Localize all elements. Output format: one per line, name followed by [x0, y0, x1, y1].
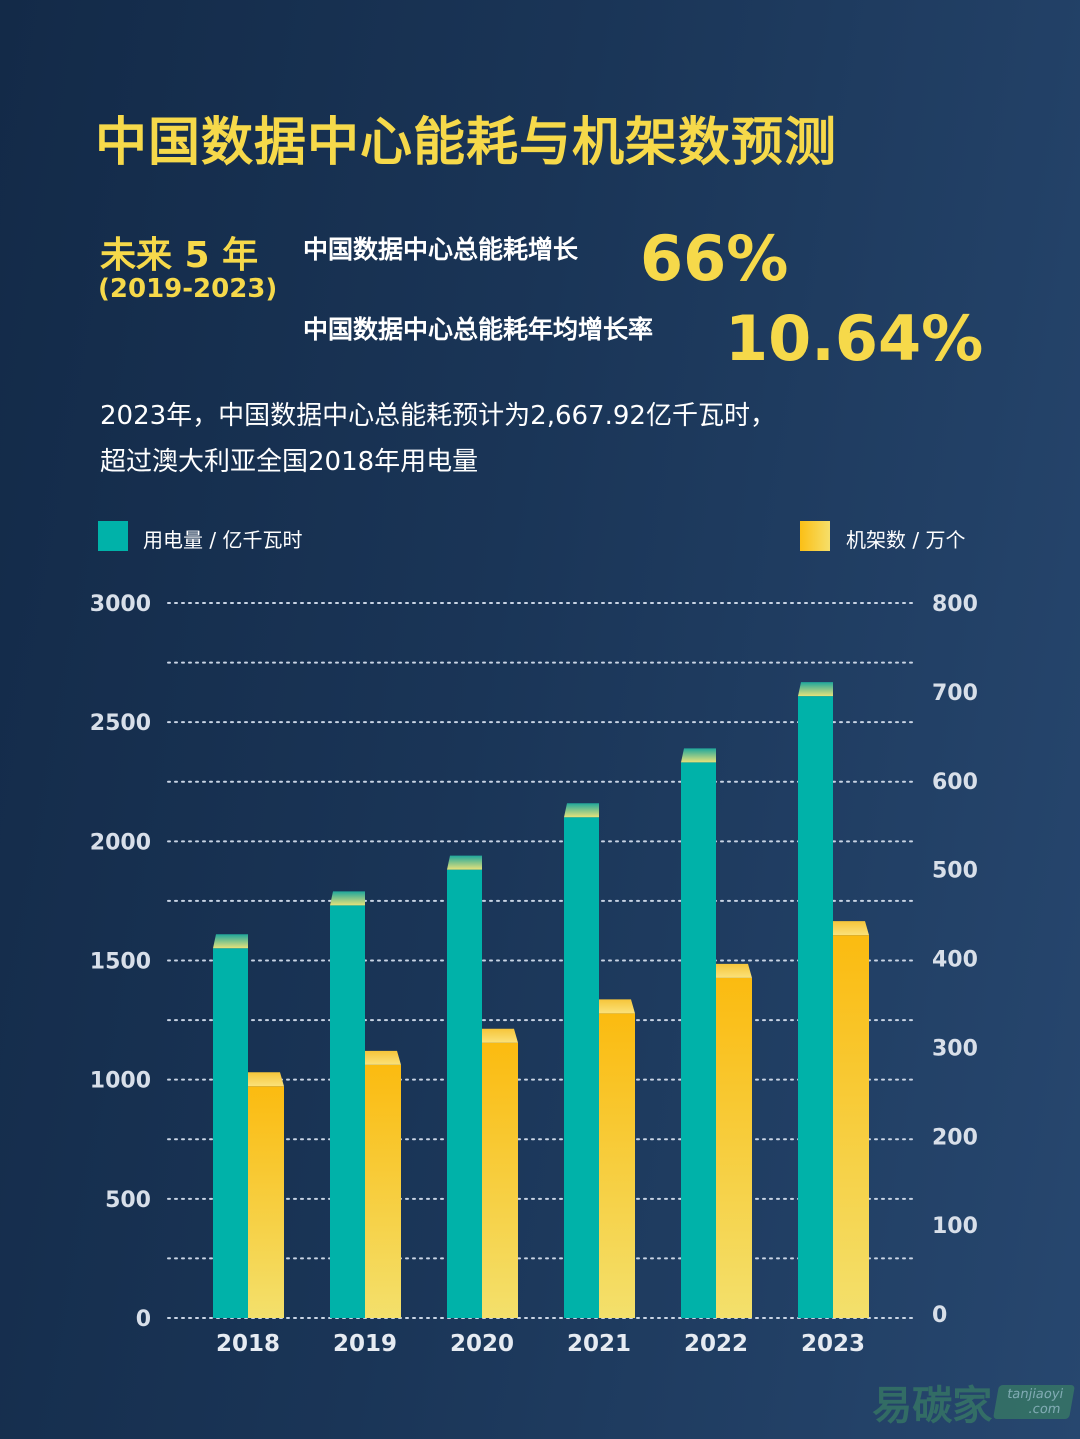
bar-power-cap-2023	[798, 682, 833, 697]
bar-power-cap-2022	[681, 748, 716, 763]
bar-power-cap-2018	[213, 934, 248, 949]
bar-power-2019	[330, 905, 365, 1318]
left-axis-tick: 1500	[90, 950, 151, 975]
legend-swatch-power	[98, 521, 128, 551]
bar-racks-2023	[833, 935, 869, 1318]
chart-title: 中国数据中心能耗与机架数预测	[95, 113, 838, 173]
period-label: 未来 5 年	[100, 235, 259, 276]
bar-racks-2021	[599, 1013, 635, 1318]
stat-growth-value: 66%	[640, 222, 789, 295]
right-axis-tick: 0	[932, 1303, 947, 1328]
bar-racks-cap-2022	[716, 963, 752, 978]
legend-label-racks: 机架数 / 万个	[846, 528, 966, 552]
right-axis-tick: 100	[932, 1214, 978, 1239]
stat-growth-label: 中国数据中心总能耗增长	[303, 235, 579, 264]
bar-racks-2018	[248, 1086, 284, 1318]
left-axis-tick: 0	[136, 1307, 151, 1332]
left-axis-tick: 500	[105, 1188, 151, 1213]
note-line-1: 2023年，中国数据中心总能耗预计为2,667.92亿千瓦时，	[100, 401, 776, 431]
right-axis-tick: 200	[932, 1125, 978, 1150]
x-axis-tick: 2022	[684, 1331, 748, 1357]
bar-racks-cap-2023	[833, 921, 869, 936]
right-axis-tick: 700	[932, 681, 978, 706]
watermark-en-name: tanjiaoyi	[1006, 1387, 1065, 1402]
x-axis-tick: 2020	[450, 1331, 514, 1357]
bar-power-2021	[564, 817, 599, 1318]
period-years: (2019-2023)	[98, 274, 278, 304]
bar-power-2018	[213, 948, 248, 1318]
note-line-2: 超过澳大利亚全国2018年用电量	[100, 447, 479, 477]
x-axis-tick: 2018	[216, 1331, 280, 1357]
watermark-domain: .com	[1027, 1402, 1062, 1417]
bar-racks-2020	[482, 1042, 518, 1318]
left-axis-tick: 2500	[90, 711, 151, 736]
right-axis-tick: 800	[932, 592, 978, 617]
left-axis-tick: 2000	[90, 830, 151, 855]
bar-racks-cap-2019	[365, 1050, 401, 1065]
left-axis-tick: 1000	[90, 1069, 151, 1094]
right-axis-tick: 400	[932, 948, 978, 973]
right-axis-tick: 500	[932, 859, 978, 884]
bar-power-2023	[798, 696, 833, 1318]
stat-annual-rate-label: 中国数据中心总能耗年均增长率	[303, 315, 654, 344]
left-axis-tick: 3000	[90, 592, 151, 617]
bar-power-cap-2021	[564, 803, 599, 818]
watermark-logo: 易碳家 tanjiaoyi .com	[872, 1373, 1075, 1431]
bar-power-cap-2019	[330, 891, 365, 906]
x-axis-tick: 2021	[567, 1331, 631, 1357]
x-axis-tick: 2023	[801, 1331, 865, 1357]
bar-racks-cap-2020	[482, 1028, 518, 1043]
bar-racks-cap-2018	[248, 1072, 284, 1087]
bar-racks-2022	[716, 977, 752, 1318]
right-axis-tick: 300	[932, 1036, 978, 1061]
bar-power-2020	[447, 869, 482, 1318]
bar-racks-2019	[365, 1064, 401, 1318]
legend-swatch-racks	[800, 521, 830, 551]
watermark-en: tanjiaoyi .com	[993, 1385, 1075, 1419]
x-axis-tick: 2019	[333, 1331, 397, 1357]
bar-power-cap-2020	[447, 855, 482, 870]
right-axis-tick: 600	[932, 770, 978, 795]
bar-power-2022	[681, 762, 716, 1318]
bar-racks-cap-2021	[599, 999, 635, 1014]
stat-annual-rate-value: 10.64%	[725, 302, 984, 375]
legend-label-power: 用电量 / 亿千瓦时	[143, 528, 303, 552]
watermark-cn: 易碳家	[872, 1383, 993, 1429]
